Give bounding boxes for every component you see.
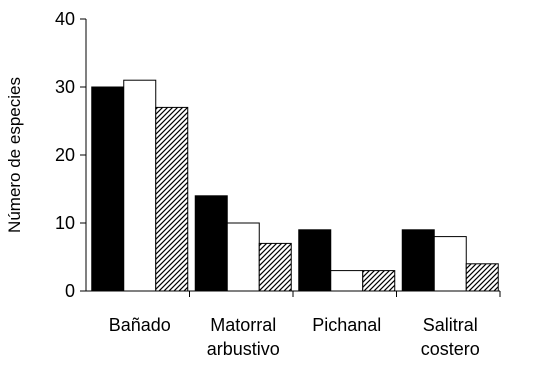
y-tick-label: 10 <box>55 213 75 233</box>
y-axis-label: Número de especies <box>5 77 24 233</box>
labels-group: 0 10 20 30 40 Número de especies Bañado Matorra… <box>5 9 480 359</box>
bar <box>194 195 228 292</box>
bar <box>362 270 396 292</box>
bars-group <box>91 79 499 292</box>
bar <box>465 263 499 292</box>
bar <box>226 222 260 292</box>
y-tick-label: 40 <box>55 9 75 29</box>
bar <box>433 236 467 292</box>
x-tick-label: Salitral <box>423 315 478 335</box>
bar <box>330 270 364 292</box>
bar <box>298 229 332 292</box>
x-tick-label: Matorral <box>210 315 276 335</box>
bar <box>123 79 157 292</box>
y-tick-label: 30 <box>55 77 75 97</box>
y-tick-label: 20 <box>55 145 75 165</box>
bar <box>91 86 125 292</box>
x-tick-label: Bañado <box>109 315 171 335</box>
x-tick-label: Pichanal <box>312 315 381 335</box>
bar <box>155 106 189 292</box>
bar <box>401 229 435 292</box>
y-tick-label: 0 <box>65 281 75 301</box>
x-tick-label: costero <box>421 339 480 359</box>
bar <box>258 242 292 292</box>
x-tick-label: arbustivo <box>207 339 280 359</box>
